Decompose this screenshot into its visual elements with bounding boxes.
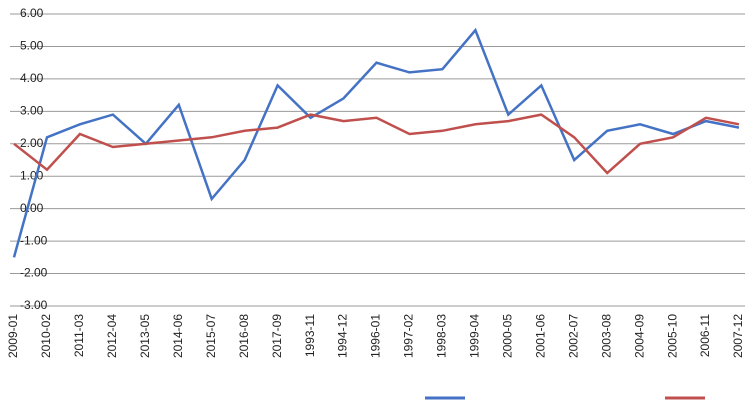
y-tick-label: 5.00 — [20, 39, 44, 53]
x-tick-label: 2004-09 — [632, 314, 646, 358]
x-tick-label: 1993-11 — [303, 314, 317, 357]
x-tick-label: 2005-10 — [665, 314, 679, 358]
x-tick-label: 2000-05 — [500, 314, 514, 358]
y-tick-label: 4.00 — [20, 71, 44, 85]
y-tick-label: 1.00 — [20, 168, 44, 182]
x-tick-label: 2001-06 — [533, 314, 547, 358]
series-line — [12, 27, 740, 258]
x-tick-label: 2002-07 — [566, 314, 580, 358]
x-tick-label: 2016-08 — [237, 314, 251, 358]
x-tick-label: 1998-03 — [435, 314, 449, 358]
y-tick-label: -2.00 — [20, 266, 48, 280]
y-tick-label: 3.00 — [20, 104, 44, 118]
x-tick-label: 1999-04 — [468, 314, 482, 358]
x-tick-label: 2011-03 — [72, 314, 86, 357]
series-line — [13, 113, 740, 175]
x-tick-label: 2010-02 — [39, 314, 53, 358]
x-tick-label: 2017-09 — [270, 314, 284, 358]
x-tick-label: 2003-08 — [599, 314, 613, 358]
x-tick-label: 2009-01 — [6, 314, 20, 358]
x-tick-label: 2007-12 — [731, 314, 745, 358]
x-tick-label: 2006-11 — [698, 314, 712, 357]
x-tick-label: 2012-04 — [105, 314, 119, 358]
x-tick-label: 2014-06 — [171, 314, 185, 358]
y-tick-label: 2.00 — [20, 136, 44, 150]
x-tick-label: 2013-05 — [138, 314, 152, 358]
y-tick-label: -1.00 — [20, 233, 48, 247]
y-tick-label: -3.00 — [20, 298, 48, 312]
y-tick-label: 0.00 — [20, 201, 44, 215]
x-tick-label: 1994-12 — [336, 314, 350, 358]
x-tick-label: 2015-07 — [204, 314, 218, 358]
x-tick-label: 1996-01 — [369, 314, 383, 358]
y-tick-label: 6.00 — [20, 6, 44, 20]
x-tick-label: 1997-02 — [402, 314, 416, 358]
